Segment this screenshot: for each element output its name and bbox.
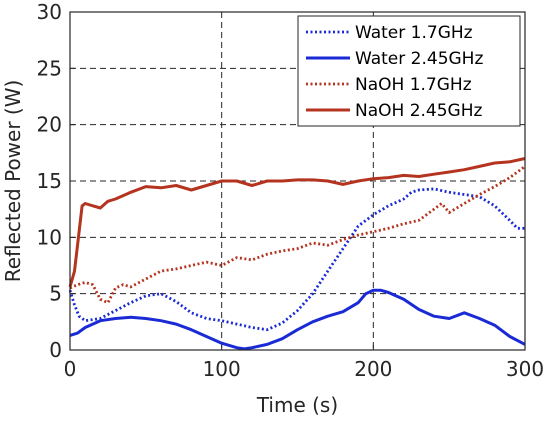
legend: Water 1.7GHz Water 2.45GHz NaOH 1.7GHz NaOH… [297, 15, 521, 127]
y-axis-label: Reflected Power (W) [1, 80, 25, 283]
y-tick-label: 15 [37, 169, 62, 193]
x-tick-label: 0 [64, 357, 77, 381]
legend-box [297, 15, 521, 127]
series-line-2 [69, 288, 526, 351]
x-axis-label: Time (s) [256, 393, 338, 417]
legend-label-4: NaOH 2.45GHz [355, 101, 483, 121]
legend-label-3: NaOH 1.7GHz [355, 75, 472, 95]
y-tick-label: 5 [49, 282, 62, 306]
series-line-1 [68, 187, 525, 332]
series-line-3 [69, 165, 526, 305]
x-tick-label: 200 [354, 357, 392, 381]
x-tick-label: 300 [506, 357, 544, 381]
series-line-4 [68, 157, 526, 288]
x-tick-label: 100 [203, 357, 241, 381]
legend-label-1: Water 1.7GHz [355, 23, 473, 43]
series-layer [68, 157, 526, 351]
y-tick-label: 25 [37, 56, 62, 80]
ticks: 0 100 200 300 0 5 10 15 20 25 30 [37, 0, 545, 381]
y-tick-label: 20 [37, 113, 62, 137]
y-tick-label: 0 [49, 338, 62, 362]
legend-label-2: Water 2.45GHz [355, 49, 483, 69]
y-tick-label: 30 [37, 0, 62, 24]
y-tick-label: 10 [37, 225, 62, 249]
grid [70, 12, 525, 350]
